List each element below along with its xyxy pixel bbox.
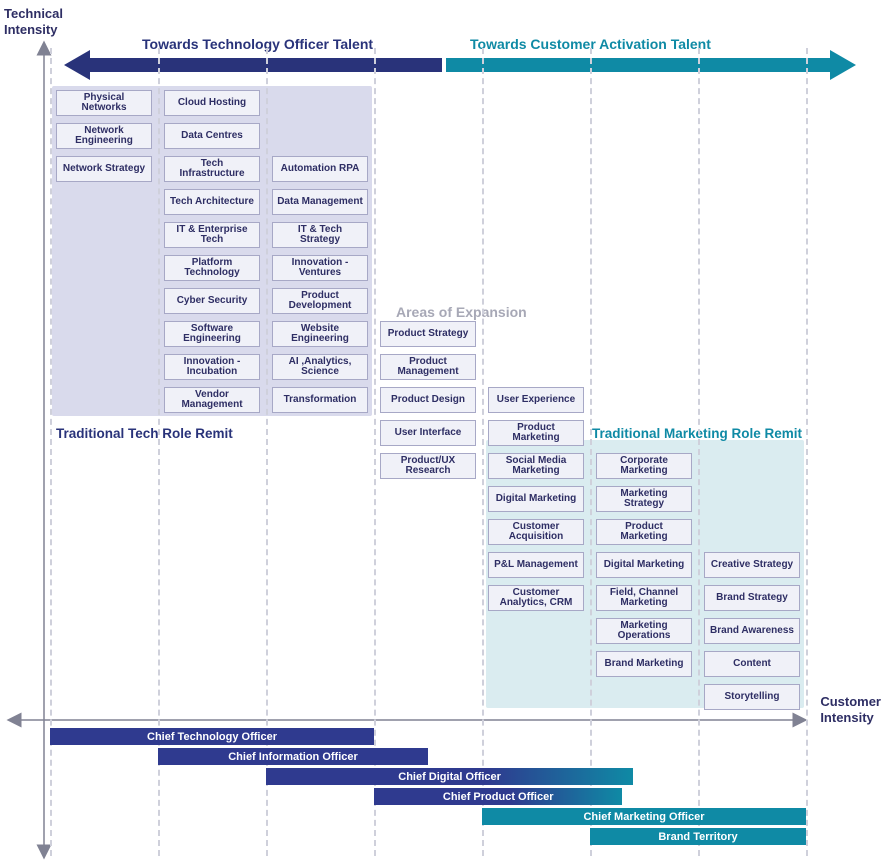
grid-area: Traditional Tech Role Remit Traditional … bbox=[50, 84, 810, 708]
capability-chip: Marketing Operations bbox=[596, 618, 692, 644]
capability-chip: Data Centres bbox=[164, 123, 260, 149]
officer-bar: Chief Information Officer bbox=[158, 748, 428, 765]
capability-chip: User Experience bbox=[488, 387, 584, 413]
capability-chip: Physical Networks bbox=[56, 90, 152, 116]
diagram-canvas: TechnicalIntensity CustomerIntensity Tow… bbox=[0, 0, 885, 862]
capability-chip: Product/UX Research bbox=[380, 453, 476, 479]
capability-chip: Customer Analytics, CRM bbox=[488, 585, 584, 611]
capability-chip: Storytelling bbox=[704, 684, 800, 710]
officer-bar: Chief Technology Officer bbox=[50, 728, 374, 745]
tech-remit-label: Traditional Tech Role Remit bbox=[56, 426, 233, 441]
grid-vline bbox=[482, 48, 484, 856]
capability-chip: Digital Marketing bbox=[596, 552, 692, 578]
expansion-label: Areas of Expansion bbox=[396, 304, 527, 320]
capability-chip: P&L Management bbox=[488, 552, 584, 578]
arrow-label-tech: Towards Technology Officer Talent bbox=[142, 36, 373, 52]
capability-chip: Digital Marketing bbox=[488, 486, 584, 512]
capability-chip: Website Engineering bbox=[272, 321, 368, 347]
officer-bar: Chief Digital Officer bbox=[266, 768, 633, 785]
capability-chip: Network Engineering bbox=[56, 123, 152, 149]
grid-vline bbox=[698, 48, 700, 856]
capability-chip: Creative Strategy bbox=[704, 552, 800, 578]
capability-chip: Brand Awareness bbox=[704, 618, 800, 644]
capability-chip: IT & Enterprise Tech bbox=[164, 222, 260, 248]
capability-chip: Innovation - Ventures bbox=[272, 255, 368, 281]
capability-chip: Data Management bbox=[272, 189, 368, 215]
capability-chip: Vendor Management bbox=[164, 387, 260, 413]
capability-chip: Software Engineering bbox=[164, 321, 260, 347]
capability-chip: Corporate Marketing bbox=[596, 453, 692, 479]
officer-bar: Chief Product Officer bbox=[374, 788, 622, 805]
grid-vline bbox=[806, 48, 808, 856]
capability-chip: Content bbox=[704, 651, 800, 677]
capability-chip: Network Strategy bbox=[56, 156, 152, 182]
top-arrows: Towards Technology Officer Talent Toward… bbox=[64, 42, 874, 78]
officer-bar: Chief Marketing Officer bbox=[482, 808, 806, 825]
arrow-head-left-icon bbox=[64, 50, 90, 80]
capability-chip: Product Marketing bbox=[596, 519, 692, 545]
capability-chip: Field, Channel Marketing bbox=[596, 585, 692, 611]
arrow-head-right-icon bbox=[830, 50, 856, 80]
capability-chip: Product Management bbox=[380, 354, 476, 380]
capability-chip: Brand Strategy bbox=[704, 585, 800, 611]
x-axis-label: CustomerIntensity bbox=[820, 694, 881, 727]
capability-chip: Automation RPA bbox=[272, 156, 368, 182]
capability-chip: Product Design bbox=[380, 387, 476, 413]
capability-chip: Product Marketing bbox=[488, 420, 584, 446]
capability-chip: Product Development bbox=[272, 288, 368, 314]
capability-chip: Tech Infrastructure bbox=[164, 156, 260, 182]
y-axis-label: TechnicalIntensity bbox=[4, 6, 63, 39]
capability-chip: Transformation bbox=[272, 387, 368, 413]
capability-chip: Tech Architecture bbox=[164, 189, 260, 215]
capability-chip: Product Strategy bbox=[380, 321, 476, 347]
capability-chip: User Interface bbox=[380, 420, 476, 446]
capability-chip: Cloud Hosting bbox=[164, 90, 260, 116]
capability-chip: Cyber Security bbox=[164, 288, 260, 314]
grid-vline bbox=[374, 48, 376, 856]
capability-chip: Social Media Marketing bbox=[488, 453, 584, 479]
capability-chip: Platform Technology bbox=[164, 255, 260, 281]
capability-chip: Innovation - Incubation bbox=[164, 354, 260, 380]
capability-chip: AI ,Analytics, Science bbox=[272, 354, 368, 380]
capability-chip: Marketing Strategy bbox=[596, 486, 692, 512]
officer-bar: Brand Territory bbox=[590, 828, 806, 845]
capability-chip: Customer Acquisition bbox=[488, 519, 584, 545]
capability-chip: Brand Marketing bbox=[596, 651, 692, 677]
arrow-bar-right bbox=[446, 58, 832, 72]
arrow-bar-left bbox=[88, 58, 442, 72]
grid-vline bbox=[590, 48, 592, 856]
capability-chip: IT & Tech Strategy bbox=[272, 222, 368, 248]
